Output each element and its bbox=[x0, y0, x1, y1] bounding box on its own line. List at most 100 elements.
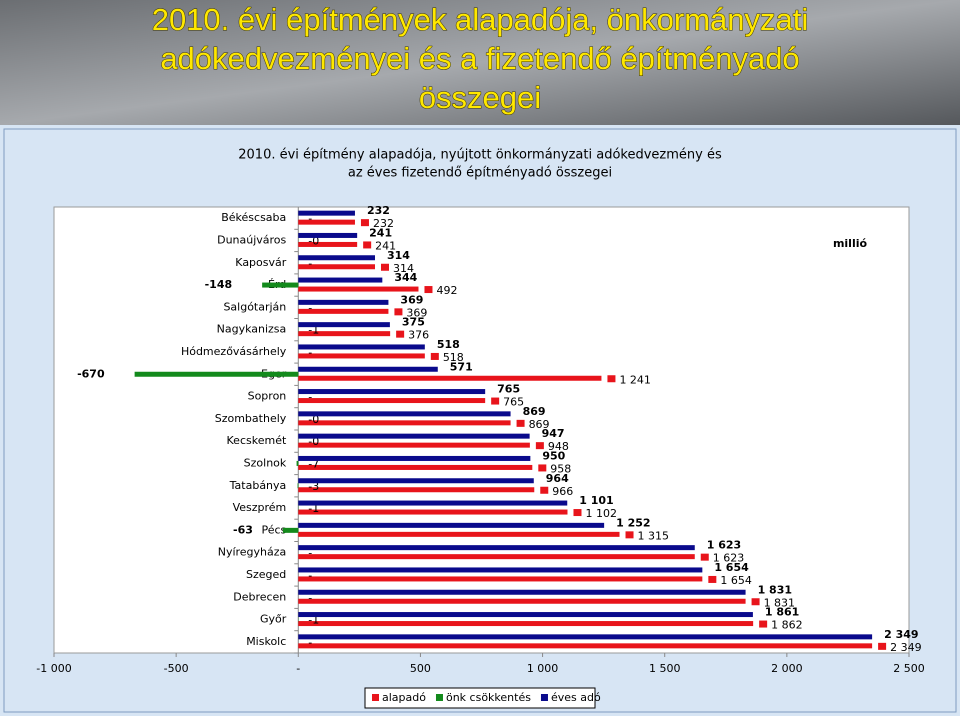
bar bbox=[298, 567, 703, 573]
legend-key bbox=[540, 694, 548, 701]
bar bbox=[298, 554, 695, 560]
y-tick-label: Kecskemét bbox=[227, 434, 287, 447]
bar bbox=[298, 375, 602, 381]
y-tick-label: Szeged bbox=[246, 568, 286, 581]
x-tick-label: 2 000 bbox=[771, 662, 803, 675]
bar bbox=[298, 255, 375, 261]
label-key bbox=[516, 419, 525, 427]
bar bbox=[298, 264, 375, 270]
data-label: 1 831 bbox=[758, 583, 792, 596]
data-label: 1 654 bbox=[714, 561, 749, 574]
data-label: -670 bbox=[77, 367, 105, 380]
data-label: 571 bbox=[450, 360, 473, 373]
data-label: - bbox=[308, 547, 312, 560]
label-key bbox=[751, 598, 760, 606]
y-tick-label: Szolnok bbox=[244, 456, 287, 469]
y-tick-label: Dunaújváros bbox=[217, 233, 286, 246]
x-tick-label: -500 bbox=[164, 662, 189, 675]
data-label: - bbox=[308, 257, 312, 270]
data-label: 869 bbox=[523, 405, 546, 418]
bar bbox=[298, 286, 419, 292]
data-label: -3 bbox=[308, 480, 319, 493]
x-tick-label: 500 bbox=[410, 662, 431, 675]
data-label: 950 bbox=[542, 449, 565, 462]
y-tick-label: Miskolc bbox=[246, 635, 286, 648]
bar bbox=[298, 612, 753, 618]
bar bbox=[262, 282, 299, 288]
data-label: 1 623 bbox=[713, 552, 745, 565]
data-label: 314 bbox=[393, 262, 414, 275]
data-label: - bbox=[308, 591, 312, 604]
bar bbox=[296, 460, 299, 466]
label-key bbox=[625, 531, 634, 539]
y-tick-label: Nyíregyháza bbox=[218, 546, 287, 559]
bar bbox=[298, 232, 358, 238]
data-label: 1 831 bbox=[764, 596, 796, 609]
bar bbox=[298, 643, 873, 649]
data-label: 369 bbox=[406, 306, 427, 319]
bar bbox=[282, 527, 299, 533]
data-label: - bbox=[308, 212, 312, 225]
label-key bbox=[878, 642, 887, 650]
chart-title: 2010. évi építmény alapadója, nyújtott ö… bbox=[238, 148, 722, 163]
data-label: -1 bbox=[308, 502, 319, 515]
bar bbox=[298, 500, 568, 506]
bar bbox=[298, 420, 511, 426]
bar bbox=[298, 389, 486, 395]
data-label: 232 bbox=[373, 217, 394, 230]
bar bbox=[298, 398, 486, 404]
y-tick-label: Veszprém bbox=[233, 501, 287, 514]
label-key bbox=[538, 464, 547, 472]
y-tick-label: Szombathely bbox=[215, 412, 287, 425]
chart-title: az éves fizetendő építményadó összegei bbox=[348, 166, 612, 181]
bar bbox=[297, 483, 299, 489]
data-label: 2 349 bbox=[890, 641, 922, 654]
label-key bbox=[394, 308, 403, 316]
annotation: millió bbox=[833, 237, 868, 250]
y-tick-label: Pécs bbox=[261, 523, 286, 536]
label-key bbox=[759, 620, 768, 628]
label-key bbox=[360, 219, 369, 227]
data-label: 1 623 bbox=[707, 539, 741, 552]
x-tick-label: 1 500 bbox=[649, 662, 681, 675]
data-label: 241 bbox=[375, 239, 396, 252]
bar bbox=[298, 322, 390, 328]
legend-key bbox=[372, 694, 379, 701]
bar bbox=[298, 598, 746, 604]
bar bbox=[298, 589, 746, 595]
bar bbox=[298, 241, 358, 247]
legend bbox=[364, 687, 596, 709]
data-label: 1 315 bbox=[638, 529, 670, 542]
bar bbox=[298, 308, 389, 314]
legend-label: éves adó bbox=[551, 691, 601, 704]
label-key bbox=[535, 442, 544, 450]
data-label: 958 bbox=[550, 462, 571, 475]
bar bbox=[298, 576, 703, 582]
header-background bbox=[0, 0, 960, 125]
data-label: -1 bbox=[308, 324, 319, 337]
data-label: - bbox=[308, 569, 312, 582]
data-label: - bbox=[308, 636, 312, 649]
data-label: 314 bbox=[387, 249, 410, 262]
slide-title: 2010. évi építmények alapadója, önkormán… bbox=[152, 2, 809, 37]
data-label: 1 241 bbox=[619, 373, 651, 386]
data-label: 376 bbox=[408, 329, 429, 342]
bar bbox=[298, 634, 873, 640]
bar bbox=[298, 509, 568, 515]
x-tick-label: 1 000 bbox=[527, 662, 559, 675]
data-label: 518 bbox=[437, 338, 460, 351]
data-label: 1 861 bbox=[765, 606, 799, 619]
label-key bbox=[380, 263, 389, 271]
label-key bbox=[708, 575, 717, 583]
bar bbox=[298, 455, 531, 461]
bar bbox=[298, 487, 535, 493]
label-key bbox=[424, 286, 433, 294]
legend-label: alapadó bbox=[382, 691, 426, 704]
chart-frame bbox=[3, 128, 957, 713]
data-label: -148 bbox=[205, 278, 233, 291]
bar bbox=[298, 353, 425, 359]
y-tick-label: Békéscsaba bbox=[221, 211, 286, 224]
data-label: -63 bbox=[233, 523, 253, 536]
data-label: 375 bbox=[402, 316, 425, 329]
data-label: 344 bbox=[394, 271, 417, 284]
